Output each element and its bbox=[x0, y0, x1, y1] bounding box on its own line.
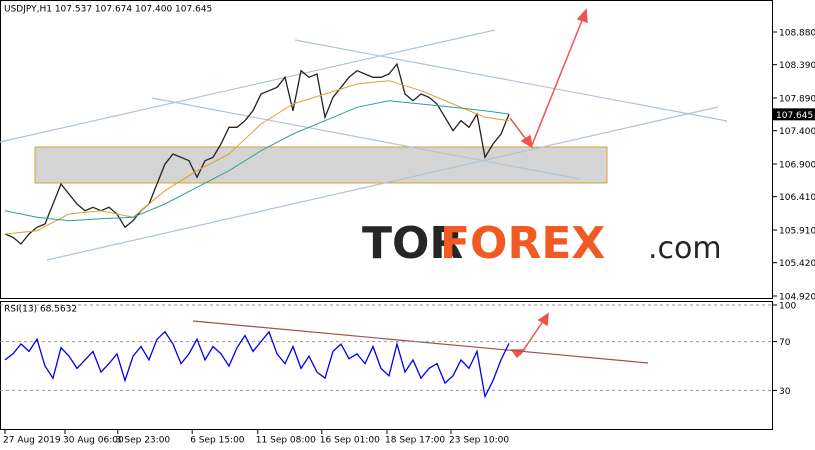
x-tick-label: 27 Aug 2019 bbox=[3, 436, 61, 446]
series-line bbox=[4, 80, 510, 235]
watermark: .com bbox=[648, 231, 722, 266]
watermark: TOR bbox=[362, 218, 463, 269]
support-zone bbox=[34, 146, 608, 184]
y-tick-label: 104.920 bbox=[779, 293, 815, 303]
channel-line bbox=[0, 29, 496, 143]
channel-line bbox=[151, 97, 581, 180]
series-line bbox=[4, 100, 510, 222]
x-tick-label: 11 Sep 08:00 bbox=[256, 436, 316, 446]
x-tick-label: 16 Sep 01:00 bbox=[320, 436, 380, 446]
y-tick-label: 107.890 bbox=[779, 95, 815, 105]
last-price-box bbox=[773, 108, 815, 121]
watermark: FOREX bbox=[440, 218, 605, 269]
y-tick-label: 105.910 bbox=[779, 227, 815, 237]
x-tick-label: 6 Sep 15:00 bbox=[190, 436, 245, 446]
y-tick-label: 100 bbox=[779, 302, 796, 312]
x-tick-label: 3 Sep 23:00 bbox=[116, 436, 171, 446]
y-tick-label: 105.420 bbox=[779, 259, 815, 269]
forecast-arrows bbox=[509, 8, 588, 359]
x-tick-label: 30 Aug 06:00 bbox=[63, 436, 124, 446]
channel-line bbox=[46, 106, 719, 261]
y-tick-label: 106.410 bbox=[779, 193, 815, 203]
trend-lines bbox=[0, 29, 728, 261]
x-tick-label: 23 Sep 10:00 bbox=[449, 436, 509, 446]
last-price-label: 107.645 bbox=[776, 111, 813, 121]
y-tick-label: 108.880 bbox=[779, 29, 815, 39]
rsi-panel bbox=[0, 301, 773, 430]
y-tick-label: 106.900 bbox=[779, 161, 815, 171]
rsi-title: RSI(13) 68.5632 bbox=[4, 305, 77, 315]
y-tick-label: 30 bbox=[779, 387, 791, 397]
y-tick-label: 70 bbox=[779, 338, 791, 348]
y-tick-label: 107.400 bbox=[779, 127, 815, 137]
series-line bbox=[4, 62, 510, 245]
x-tick-label: 18 Sep 17:00 bbox=[385, 436, 445, 446]
channel-line bbox=[294, 39, 728, 122]
series-line bbox=[4, 330, 510, 399]
chart-title: USDJPY,H1 107.537 107.674 107.400 107.64… bbox=[4, 5, 212, 15]
y-tick-label: 108.390 bbox=[779, 61, 815, 71]
